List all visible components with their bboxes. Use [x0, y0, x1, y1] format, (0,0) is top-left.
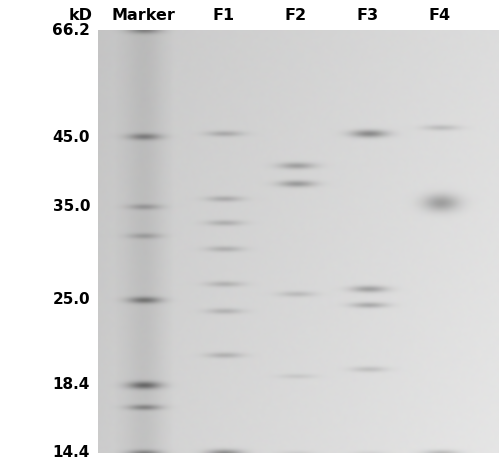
Text: 66.2: 66.2 — [52, 23, 90, 38]
Text: F3: F3 — [356, 8, 378, 23]
Text: F4: F4 — [428, 8, 450, 23]
Text: 14.4: 14.4 — [52, 445, 90, 460]
Text: kD: kD — [68, 8, 92, 23]
Text: Marker: Marker — [112, 8, 176, 23]
Text: F1: F1 — [212, 8, 234, 23]
Text: 25.0: 25.0 — [52, 293, 90, 308]
Text: 45.0: 45.0 — [52, 130, 90, 145]
Text: F2: F2 — [284, 8, 306, 23]
Text: 35.0: 35.0 — [52, 199, 90, 214]
Text: 18.4: 18.4 — [52, 377, 90, 392]
